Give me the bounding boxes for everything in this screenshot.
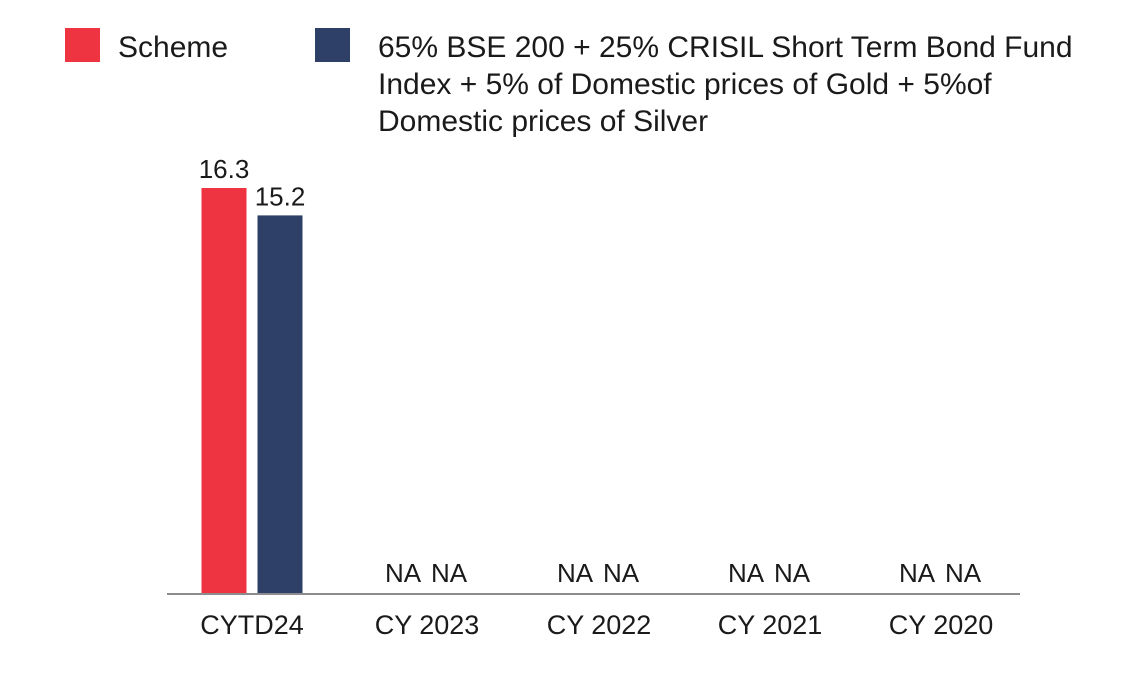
na-label-scheme-4: NA — [899, 558, 936, 588]
x-tick-label-4: CY 2020 — [889, 610, 994, 640]
bar-benchmark-0 — [257, 215, 303, 594]
legend: Scheme 65% BSE 200 + 25% CRISIL Short Te… — [65, 28, 1073, 138]
data-label-scheme-0: 16.3 — [199, 154, 250, 184]
x-tick-label-0: CYTD24 — [200, 610, 304, 640]
legend-swatch-scheme — [65, 28, 100, 62]
x-tick-label-2: CY 2022 — [547, 610, 652, 640]
na-label-scheme-1: NA — [385, 558, 422, 588]
bar-scheme-0 — [201, 188, 247, 594]
na-label-scheme-2: NA — [557, 558, 594, 588]
na-label-benchmark-2: NA — [603, 558, 640, 588]
na-label-scheme-3: NA — [728, 558, 765, 588]
legend-swatch-benchmark — [315, 28, 350, 62]
na-label-benchmark-3: NA — [774, 558, 811, 588]
x-tick-label-3: CY 2021 — [718, 610, 823, 640]
legend-label-benchmark-line-2: Index + 5% of Domestic prices of Gold + … — [378, 68, 992, 101]
na-label-benchmark-1: NA — [431, 558, 468, 588]
x-tick-label-1: CY 2023 — [375, 610, 480, 640]
legend-label-scheme: Scheme — [118, 31, 228, 64]
data-label-benchmark-0: 15.2 — [255, 181, 306, 211]
plot-area: 16.315.2 CYTD24 NA NA CY 2023 NA NA CY 2022 NA NA… — [199, 154, 994, 640]
legend-label-benchmark-line-3: Domestic prices of Silver — [378, 105, 708, 138]
na-label-benchmark-4: NA — [945, 558, 982, 588]
legend-label-benchmark-line-1: 65% BSE 200 + 25% CRISIL Short Term Bond… — [378, 31, 1073, 64]
